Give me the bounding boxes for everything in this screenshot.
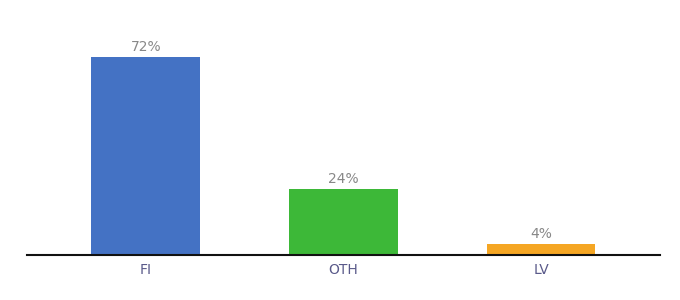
Bar xyxy=(487,244,596,255)
Bar xyxy=(91,57,200,255)
Text: 4%: 4% xyxy=(530,227,552,241)
Text: 24%: 24% xyxy=(328,172,359,186)
Text: 72%: 72% xyxy=(131,40,161,54)
Bar xyxy=(289,189,398,255)
